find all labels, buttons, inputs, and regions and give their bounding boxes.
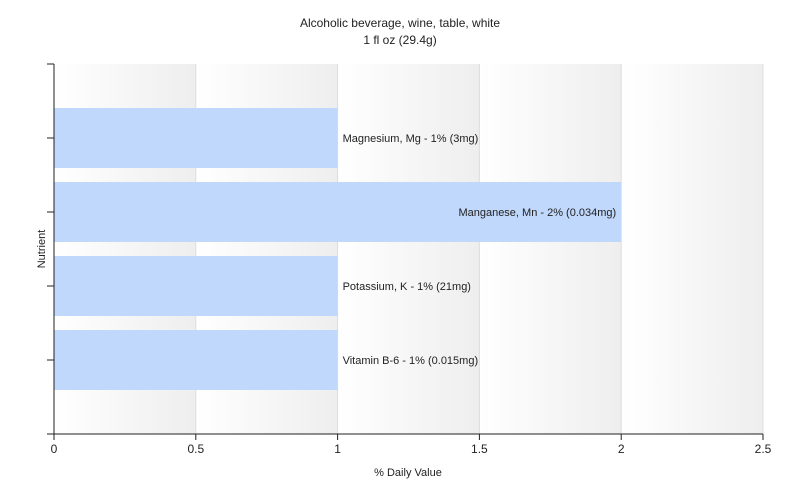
axes (53, 64, 763, 435)
bar-label: Potassium, K - 1% (21mg) (343, 281, 471, 293)
bar (54, 330, 338, 390)
x-tick-label: 0.5 (187, 442, 204, 456)
plot-band (621, 64, 763, 434)
x-tick-label: 1 (334, 442, 341, 456)
y-axis-label: Nutrient (36, 230, 48, 269)
x-tick-label: 1.5 (471, 442, 488, 456)
x-tick-label: 2.5 (755, 442, 772, 456)
bar-label: Manganese, Mn - 2% (0.034mg) (458, 207, 616, 219)
bar-label: Magnesium, Mg - 1% (3mg) (343, 133, 479, 145)
bar (54, 182, 622, 242)
plot-band (337, 64, 480, 434)
bars: Magnesium, Mg - 1% (3mg) Manganese, Mn - … (54, 108, 622, 390)
bar (54, 108, 338, 168)
x-tick-label: 0 (51, 442, 58, 456)
x-axis-label: % Daily Value (374, 467, 442, 479)
bar-label: Vitamin B-6 - 1% (0.015mg) (343, 355, 479, 367)
chart-title: Alcoholic beverage, wine, table, white (300, 16, 500, 30)
x-tick-label: 2 (618, 442, 625, 456)
chart-subtitle: 1 fl oz (29.4g) (363, 33, 436, 47)
y-axis-ticks (47, 63, 54, 435)
x-axis-ticks: 0 0.5 1 1.5 2 2.5 (51, 434, 772, 456)
bar (54, 256, 338, 316)
plot-band (479, 64, 622, 434)
